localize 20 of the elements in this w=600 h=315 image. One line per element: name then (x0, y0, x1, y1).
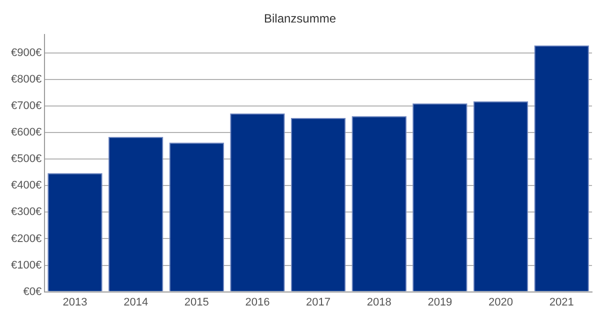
x-tick-label: 2019 (428, 296, 452, 308)
y-tick-label: €600€ (10, 126, 42, 139)
y-tick-label: €500€ (10, 153, 42, 166)
y-tick-label: €300€ (10, 206, 42, 218)
y-tick-label: €0€ (23, 286, 42, 298)
y-tick-label: €800€ (10, 74, 42, 86)
y-tick-label: €200€ (10, 232, 42, 245)
chart-title: Bilanzsumme (264, 12, 336, 26)
x-tick-label: 2016 (245, 296, 270, 308)
y-tick-label: €900€ (10, 47, 42, 60)
x-tick-label: 2015 (184, 296, 209, 308)
y-tick-label: €700€ (10, 100, 42, 112)
y-tick-label: €400€ (10, 180, 42, 192)
y-tick-label: €100€ (10, 259, 42, 272)
x-tick-label: 2013 (62, 296, 88, 308)
x-tick-label: 2018 (366, 296, 392, 308)
x-tick-label: 2017 (306, 296, 331, 308)
x-tick-label: 2020 (488, 296, 514, 308)
x-tick-label: 2021 (549, 296, 574, 308)
x-tick-label: 2014 (124, 296, 148, 308)
